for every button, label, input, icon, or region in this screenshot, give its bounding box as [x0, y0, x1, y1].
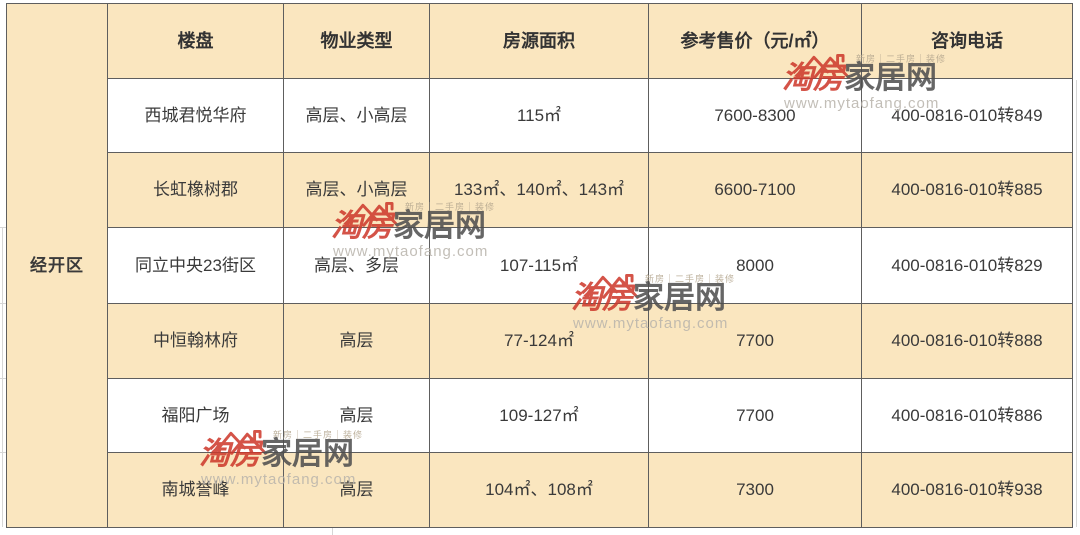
- table-row: 南城誉峰 高层 104㎡、108㎡ 7300 400-0816-010转938: [7, 452, 1073, 528]
- property-type-cell: 高层: [283, 378, 430, 453]
- area-cell: 104㎡、108㎡: [429, 452, 649, 528]
- phone-cell: 400-0816-010转829: [861, 227, 1073, 304]
- property-type-cell: 高层: [283, 452, 430, 528]
- phone-cell: 400-0816-010转849: [861, 78, 1073, 153]
- price-cell: 7300: [648, 452, 862, 528]
- property-name-cell: 南城誉峰: [107, 452, 284, 528]
- phone-cell: 400-0816-010转938: [861, 452, 1073, 528]
- property-type-cell: 高层、小高层: [283, 78, 430, 153]
- district-cell: 经开区: [6, 3, 108, 528]
- header-type: 物业类型: [283, 3, 430, 79]
- property-type-cell: 高层、多层: [283, 227, 430, 304]
- table-row: 同立中央23街区 高层、多层 107-115㎡ 8000 400-0816-01…: [7, 227, 1073, 304]
- area-cell: 115㎡: [429, 78, 649, 153]
- area-cell: 109-127㎡: [429, 378, 649, 453]
- area-cell: 107-115㎡: [429, 227, 649, 304]
- property-name-cell: 中恒翰林府: [107, 303, 284, 379]
- header-price: 参考售价（元/㎡）: [648, 3, 862, 79]
- price-cell: 7700: [648, 303, 862, 379]
- property-name-cell: 西城君悦华府: [107, 78, 284, 153]
- price-cell: 6600-7100: [648, 152, 862, 228]
- header-row: 经开区 楼盘 物业类型 房源面积 参考售价（元/㎡） 咨询电话: [6, 3, 1073, 528]
- property-type-cell: 高层: [283, 303, 430, 379]
- price-cell: 7700: [648, 378, 862, 453]
- property-name-cell: 长虹橡树郡: [107, 152, 284, 228]
- table-row: 西城君悦华府 高层、小高层 115㎡ 7600-8300 400-0816-01…: [7, 78, 1073, 153]
- table-row: 福阳广场 高层 109-127㎡ 7700 400-0816-010转886: [7, 378, 1073, 453]
- header-phone: 咨询电话: [861, 3, 1073, 79]
- table-row: 长虹橡树郡 高层、小高层 133㎡、140㎡、143㎡ 6600-7100 40…: [7, 152, 1073, 228]
- phone-cell: 400-0816-010转886: [861, 378, 1073, 453]
- header-area: 房源面积: [429, 3, 649, 79]
- table-row: 中恒翰林府 高层 77-124㎡ 7700 400-0816-010转888: [7, 303, 1073, 379]
- property-name-cell: 同立中央23街区: [107, 227, 284, 304]
- property-type-cell: 高层、小高层: [283, 152, 430, 228]
- header-property: 楼盘: [107, 3, 284, 79]
- area-cell: 77-124㎡: [429, 303, 649, 379]
- price-cell: 7600-8300: [648, 78, 862, 153]
- price-cell: 8000: [648, 227, 862, 304]
- property-name-cell: 福阳广场: [107, 378, 284, 453]
- property-price-table: 经开区 楼盘 物业类型 房源面积 参考售价（元/㎡） 咨询电话 西城君悦华府 高…: [6, 3, 1073, 528]
- phone-cell: 400-0816-010转885: [861, 152, 1073, 228]
- area-cell: 133㎡、140㎡、143㎡: [429, 152, 649, 228]
- phone-cell: 400-0816-010转888: [861, 303, 1073, 379]
